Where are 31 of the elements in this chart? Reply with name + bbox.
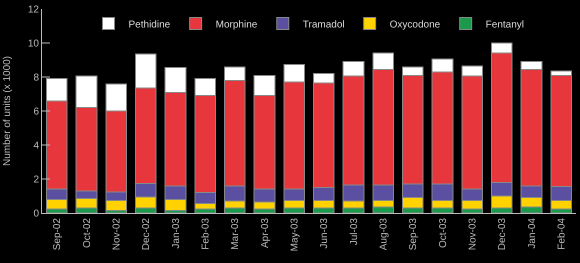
legend-label: Tramadol — [302, 19, 345, 30]
x-tick-label: Aug-03 — [378, 218, 390, 250]
y-tick-label: 10 — [28, 38, 40, 50]
legend-label: Pethidine — [128, 19, 171, 30]
x-tick-label: Apr-03 — [260, 218, 271, 248]
x-tick-label: Nov-02 — [111, 218, 122, 250]
x-tick-label: Feb-03 — [200, 218, 212, 250]
x-tick-label: Jul-03 — [348, 218, 360, 246]
x-tick-label: May-03 — [289, 218, 300, 252]
x-tick-label: Mar-03 — [230, 218, 242, 250]
y-tick-label: 8 — [33, 72, 40, 84]
y-tick-label: 0 — [33, 208, 40, 220]
y-axis-title: Number of units (x 1000) — [2, 56, 13, 166]
legend-label: Oxycodone — [390, 19, 441, 30]
x-tick-label: Sep-03 — [408, 218, 420, 250]
x-tick-label: Sep-02 — [52, 218, 64, 250]
x-tick-label: Feb-04 — [556, 218, 568, 250]
legend-label: Morphine — [216, 19, 258, 30]
x-tick-label: Nov-03 — [467, 218, 478, 250]
x-tick-label: Jan-04 — [526, 218, 538, 249]
legend-label: Fentanyl — [486, 19, 524, 30]
x-tick-label: Dec-03 — [497, 218, 508, 250]
y-tick-label: 4 — [33, 140, 40, 152]
x-tick-label: Oct-03 — [438, 218, 449, 248]
x-tick-label: Oct-02 — [82, 218, 93, 248]
x-tick-label: Dec-02 — [141, 218, 152, 250]
x-tick-label: Jan-03 — [170, 218, 182, 249]
x-tick-label: Jun-03 — [319, 218, 330, 249]
y-tick-label: 6 — [33, 106, 40, 118]
y-tick-label: 2 — [33, 174, 40, 186]
y-tick-label: 12 — [28, 4, 40, 16]
